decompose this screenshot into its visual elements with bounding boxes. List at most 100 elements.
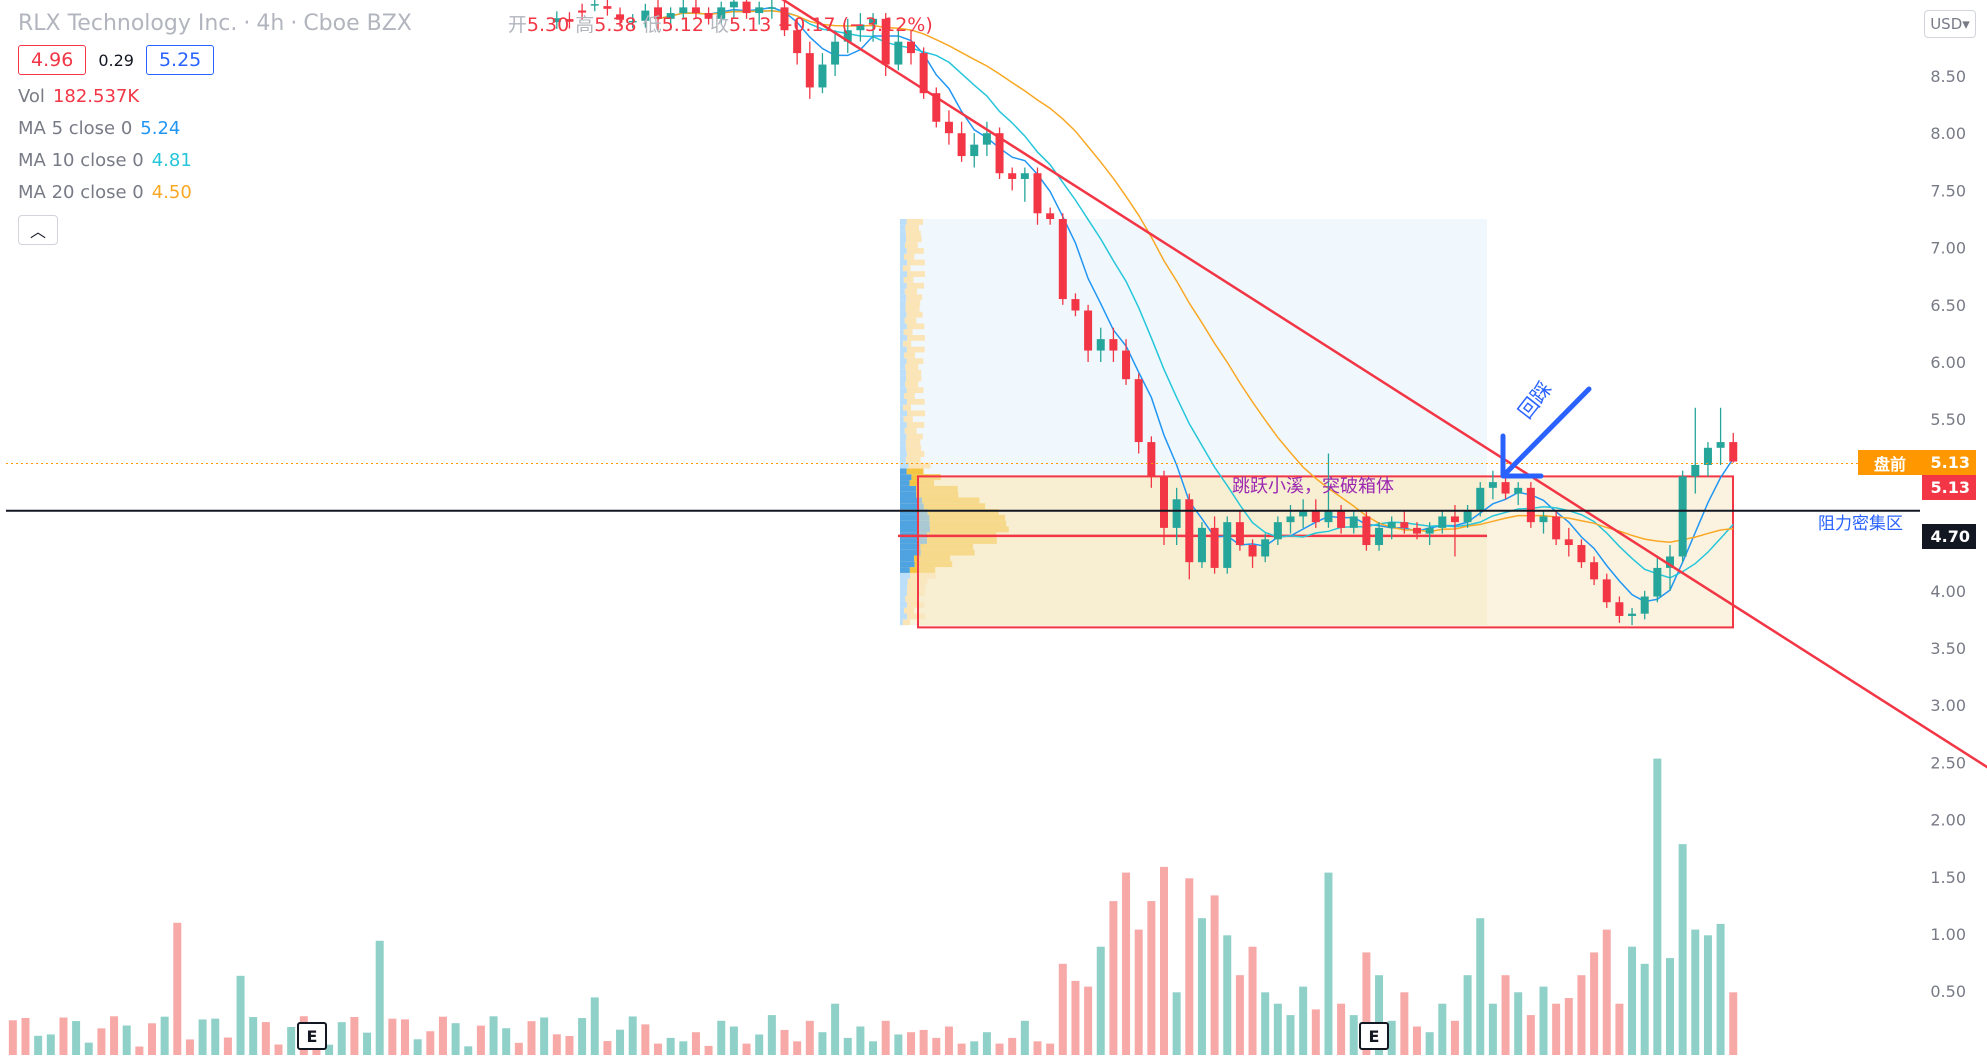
volume-bar — [1033, 1041, 1042, 1055]
drawing-lines[interactable] — [6, 0, 1987, 1008]
volume-bar — [1703, 935, 1712, 1055]
volume-bar — [982, 1032, 991, 1055]
volume-bar — [1413, 1026, 1421, 1055]
candle-body — [1286, 516, 1295, 523]
volume-bar — [1425, 1032, 1434, 1055]
profile-bar-up — [900, 462, 909, 469]
volume-bars — [8, 758, 1738, 1055]
volume-bar — [173, 922, 182, 1055]
volume-bar — [1590, 952, 1599, 1055]
earnings-marker[interactable]: E — [1359, 1022, 1389, 1050]
volume-bar — [464, 1046, 473, 1055]
currency-selector[interactable]: USD ▾ — [1924, 10, 1976, 38]
candle-body — [641, 10, 650, 21]
profile-bar-down — [906, 433, 923, 440]
volume-bar — [451, 1023, 460, 1055]
profile-bar-up — [900, 300, 906, 307]
price-axis[interactable]: 9.008.508.007.507.006.506.005.505.004.50… — [1930, 10, 1966, 1001]
price-tick-label: 2.00 — [1930, 811, 1966, 830]
volume-bar — [59, 1017, 68, 1055]
volume-bar — [1337, 1003, 1346, 1055]
volume-bar — [211, 1018, 220, 1055]
profile-bar-down — [906, 590, 925, 597]
volume-bar — [616, 1029, 625, 1055]
profile-bar-down — [902, 265, 911, 272]
retest-arrow[interactable] — [1500, 386, 1592, 479]
candle-body — [1552, 516, 1561, 540]
price-tick-label: 4.00 — [1930, 582, 1966, 601]
candle-body — [919, 53, 928, 94]
profile-bar-up — [900, 335, 907, 341]
candle-body — [1716, 442, 1725, 448]
indicator-ma5[interactable]: MA 5 close 0 5.24 — [18, 118, 181, 139]
volume-bar — [1640, 963, 1649, 1055]
profile-bar-down — [905, 224, 919, 231]
candle-body — [578, 10, 587, 13]
profile-bar-up — [900, 242, 905, 249]
exchange: Cboe BZX — [303, 11, 412, 36]
interval[interactable]: 4h — [256, 11, 285, 36]
profile-bar-up — [900, 387, 907, 394]
candle-body — [1539, 516, 1548, 523]
volume-bar — [1261, 992, 1270, 1055]
downtrend-line — [781, 0, 1987, 769]
profile-bar-down — [906, 294, 923, 301]
buy-button[interactable]: 5.25 — [145, 45, 215, 75]
candle-body — [780, 7, 789, 31]
volume-bar — [476, 1025, 485, 1055]
profile-bar-down — [908, 462, 931, 469]
profile-bar-up — [900, 427, 905, 434]
profile-bar-up — [900, 369, 906, 376]
earnings-marker[interactable]: E — [297, 1022, 327, 1050]
symbol-name[interactable]: RLX Technology Inc. — [18, 11, 238, 36]
candles — [552, 0, 1738, 626]
volume-bar — [413, 1039, 422, 1055]
indicator-ma20[interactable]: MA 20 close 0 4.50 — [18, 182, 192, 203]
volume-bar — [1185, 878, 1194, 1055]
candle-body — [1640, 596, 1649, 614]
candle-body — [1299, 510, 1308, 517]
candle-body — [1703, 447, 1712, 465]
profile-bar-up — [900, 236, 907, 243]
sell-button[interactable]: 4.96 — [18, 45, 87, 75]
profile-bar-down — [906, 601, 925, 608]
profile-bar-down — [906, 248, 924, 254]
volume-bar — [932, 1037, 941, 1055]
profile-bar-up — [900, 445, 906, 452]
profile-bar-down — [902, 619, 911, 626]
profile-bar-down — [906, 358, 924, 365]
profile-bar-up — [900, 306, 906, 312]
indicator-ma10[interactable]: MA 10 close 0 4.81 — [18, 150, 192, 171]
profile-bar-down — [906, 468, 924, 475]
volume-bar — [1438, 1003, 1447, 1055]
collapse-legend-button[interactable]: ︿ — [18, 215, 58, 245]
volume-bar — [1577, 975, 1586, 1055]
profile-bar-down — [906, 259, 925, 266]
candle-body — [1324, 510, 1333, 523]
candle-body — [1476, 487, 1485, 511]
legend-title-row: RLX Technology Inc. · 4h · Cboe BZX 开5.3… — [18, 11, 933, 36]
resistance-zone-label[interactable]: 阻力密集区 — [1818, 514, 1903, 534]
profile-bar-up — [900, 311, 907, 318]
price-tick-label: 0.50 — [1930, 982, 1966, 1001]
profile-bar-up — [900, 561, 915, 568]
volume-bar — [1210, 895, 1219, 1055]
candle-body — [944, 121, 953, 134]
indicator-volume[interactable]: Vol 182.537K — [18, 86, 140, 107]
volume-bar — [1450, 1020, 1459, 1055]
profile-bar-up — [900, 538, 928, 544]
volume-bar — [1653, 758, 1662, 1055]
consolidation-box[interactable] — [898, 475, 1734, 629]
candle-body — [1615, 602, 1624, 616]
volume-bar — [565, 1035, 574, 1055]
volume-bar — [160, 1016, 169, 1055]
breakout-annotation[interactable]: 跳跃小溪，突破箱体 — [1232, 476, 1394, 497]
volume-bar — [1476, 918, 1485, 1055]
profile-bar-down — [905, 369, 922, 376]
candle-body — [1375, 527, 1384, 546]
arrow-head — [1500, 433, 1544, 479]
volume-bar — [1147, 901, 1156, 1055]
volume-bar — [1299, 986, 1308, 1055]
candle-body — [1450, 516, 1459, 523]
